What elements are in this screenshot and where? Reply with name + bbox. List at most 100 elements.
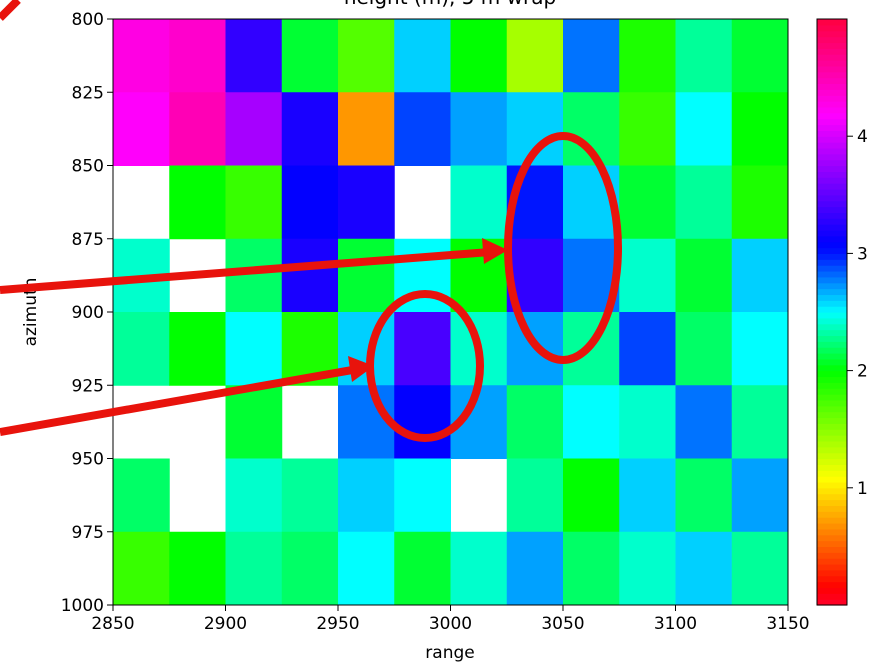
heatmap-cell: [732, 19, 789, 93]
colorbar-strip: [817, 113, 847, 119]
colorbar-strip: [817, 160, 847, 166]
heatmap-cell: [676, 239, 733, 313]
colorbar-strip: [817, 265, 847, 271]
colorbar-strip: [817, 312, 847, 318]
colorbar-strip: [817, 441, 847, 447]
colorbar-strip: [817, 148, 847, 154]
colorbar-tick-label: 4: [857, 127, 868, 147]
colorbar-strip: [817, 523, 847, 529]
colorbar-strip: [817, 236, 847, 242]
heatmap-cell: [169, 92, 226, 166]
colorbar-strip: [817, 306, 847, 312]
colorbar-strip: [817, 406, 847, 412]
colorbar-strip: [817, 248, 847, 254]
colorbar-strip: [817, 130, 847, 136]
y-tick-label: 925: [72, 376, 104, 396]
colorbar-strip: [817, 353, 847, 359]
colorbar-strip: [817, 459, 847, 465]
heatmap-cell: [394, 312, 451, 386]
colorbar-strip: [817, 230, 847, 236]
heatmap-cell: [732, 385, 789, 459]
colorbar-strip: [817, 423, 847, 429]
heatmap-cell: [732, 312, 789, 386]
heatmap-cell: [563, 459, 620, 533]
colorbar-strip: [817, 277, 847, 283]
x-tick-label: 2950: [316, 614, 359, 634]
colorbar-strip: [817, 552, 847, 558]
colorbar-strip: [817, 283, 847, 289]
colorbar-strip: [817, 371, 847, 377]
colorbar-strip: [817, 494, 847, 500]
heatmap-cell: [619, 92, 676, 166]
heatmap-cell: [451, 532, 508, 606]
heatmap-cell: [338, 239, 395, 313]
colorbar-strip: [817, 224, 847, 230]
colorbar-strip: [817, 558, 847, 564]
heatmap-cell: [282, 239, 339, 313]
heatmap-cell: [282, 532, 339, 606]
colorbar-strip: [817, 119, 847, 125]
colorbar-strip: [817, 289, 847, 295]
heatmap-cell: [732, 239, 789, 313]
heatmap-cell: [732, 92, 789, 166]
heatmap-cell: [507, 385, 564, 459]
heatmap-cell: [563, 385, 620, 459]
colorbar-strip: [817, 582, 847, 588]
arrow-line: [0, 0, 18, 18]
colorbar-strip: [817, 429, 847, 435]
heatmap-cell: [619, 239, 676, 313]
colorbar-strip: [817, 31, 847, 37]
heatmap-cell: [169, 19, 226, 93]
heatmap-cell: [619, 312, 676, 386]
heatmap-cell: [226, 92, 283, 166]
heatmap-cell: [282, 19, 339, 93]
heatmap-cell: [619, 19, 676, 93]
heatmap-cell: [507, 459, 564, 533]
heatmap-cell: [169, 312, 226, 386]
colorbar-strip: [817, 400, 847, 406]
chart-title: height (m), 5 m wrap: [344, 0, 556, 9]
colorbar-strip: [817, 136, 847, 142]
heatmap-cell: [732, 532, 789, 606]
colorbar-strip: [817, 541, 847, 547]
colorbar-strip: [817, 388, 847, 394]
x-tick-label: 3150: [766, 614, 809, 634]
colorbar-strip: [817, 593, 847, 599]
colorbar-strip: [817, 42, 847, 48]
heatmap-cell: [676, 459, 733, 533]
heatmap-cell: [619, 532, 676, 606]
colorbar-strip: [817, 48, 847, 54]
colorbar-strip: [817, 470, 847, 476]
heatmap-cell: [732, 459, 789, 533]
colorbar-strip: [817, 25, 847, 31]
colorbar-strip: [817, 335, 847, 341]
colorbar-strip: [817, 412, 847, 418]
heatmap-cell: [226, 166, 283, 240]
colorbar-strip: [817, 166, 847, 172]
colorbar-strip: [817, 259, 847, 265]
heatmap-cell: [282, 92, 339, 166]
heatmap-cell: [226, 532, 283, 606]
colorbar-strip: [817, 212, 847, 218]
colorbar-strip: [817, 19, 847, 25]
heatmap-cell: [338, 19, 395, 93]
colorbar-strip: [817, 95, 847, 101]
colorbar-strip: [817, 300, 847, 306]
colorbar-strip: [817, 124, 847, 130]
colorbar-tick-label: 1: [857, 479, 868, 499]
heatmap-cell: [394, 92, 451, 166]
heatmap-cell: [619, 459, 676, 533]
colorbar-tick-label: 3: [857, 244, 868, 264]
colorbar-strip: [817, 529, 847, 535]
heatmap-cell: [451, 92, 508, 166]
colorbar-strip: [817, 101, 847, 107]
colorbar-strip: [817, 447, 847, 453]
colorbar-strip: [817, 435, 847, 441]
heatmap-cell: [226, 19, 283, 93]
colorbar-tick-label: 2: [857, 362, 868, 382]
heatmap-cell: [394, 532, 451, 606]
colorbar-strip: [817, 54, 847, 60]
x-tick-label: 3100: [654, 614, 697, 634]
heatmap-cell: [282, 166, 339, 240]
colorbar-strip: [817, 365, 847, 371]
